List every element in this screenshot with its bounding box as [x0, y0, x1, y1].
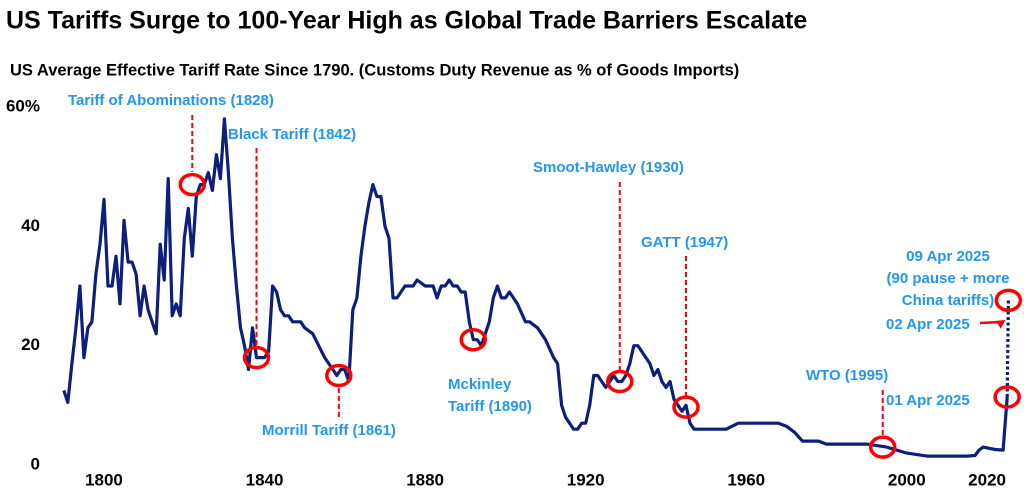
- x-tick-label: 2020: [968, 470, 1006, 489]
- highlight-circle: [993, 385, 1021, 409]
- highlight-circle: [672, 395, 700, 419]
- annotation-label: GATT (1947): [641, 234, 728, 251]
- x-tick-label: 1840: [246, 470, 284, 489]
- annotation-label: 01 Apr 2025: [886, 392, 970, 409]
- x-tick-label: 1800: [85, 470, 123, 489]
- y-tick-label: 20: [21, 335, 40, 354]
- annotation-label: Morrill Tariff (1861): [262, 422, 396, 439]
- x-tick-label: 2000: [888, 470, 926, 489]
- annotation-label: 02 Apr 2025: [886, 316, 970, 333]
- highlight-circle: [994, 288, 1023, 313]
- tariff-line: [1005, 300, 1010, 398]
- x-tick-label: 1920: [567, 470, 605, 489]
- highlight-circle: [325, 363, 353, 388]
- annotation-label: Mckinley: [448, 376, 512, 393]
- y-tick-label: 0: [31, 454, 40, 473]
- annotation-label: Tariff (1890): [448, 398, 532, 415]
- x-tick-label: 1960: [727, 470, 765, 489]
- annotation-label: Tariff of Abominations (1828): [68, 92, 274, 109]
- annotation-label: China tariffs): [902, 292, 995, 309]
- annotation-label: Smoot-Hawley (1930): [533, 159, 684, 176]
- y-tick-label: 60%: [6, 96, 40, 115]
- highlight-circle: [868, 435, 897, 459]
- annotation-label: (90 pause + more: [887, 270, 1010, 287]
- chart-subtitle: US Average Effective Tariff Rate Since 1…: [10, 61, 739, 79]
- highlight-circle: [242, 345, 271, 370]
- y-tick-label: 40: [21, 216, 40, 235]
- highlight-circle: [178, 172, 207, 197]
- arrow-head: [996, 319, 1006, 329]
- highlight-circle: [459, 327, 488, 352]
- x-tick-label: 1880: [406, 470, 444, 489]
- tariff-line: [62, 117, 1009, 458]
- annotation-label: Black Tariff (1842): [228, 126, 356, 143]
- chart-title: US Tariffs Surge to 100-Year High as Glo…: [6, 7, 807, 35]
- annotation-label: WTO (1995): [806, 367, 888, 384]
- annotation-label: 09 Apr 2025: [906, 248, 990, 265]
- highlight-circle: [606, 369, 634, 394]
